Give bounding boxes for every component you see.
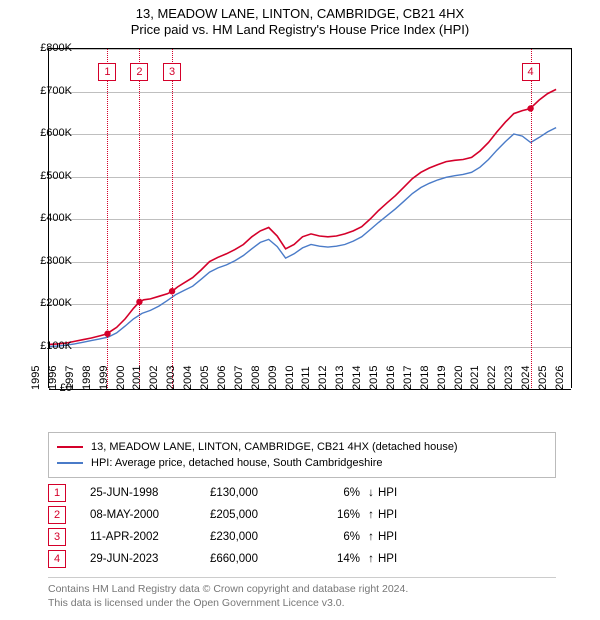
event-marker-box: 1 (98, 63, 116, 81)
x-axis-label: 2025 (537, 366, 549, 390)
legend-label: 13, MEADOW LANE, LINTON, CAMBRIDGE, CB21… (91, 441, 458, 453)
x-axis-label: 2012 (317, 366, 329, 390)
x-axis-label: 1998 (81, 366, 93, 390)
x-axis-label: 2022 (486, 366, 498, 390)
x-axis-label: 2007 (233, 366, 245, 390)
footer: Contains HM Land Registry data © Crown c… (48, 577, 556, 610)
title-line-1: 13, MEADOW LANE, LINTON, CAMBRIDGE, CB21… (0, 6, 600, 22)
x-axis-label: 2006 (216, 366, 228, 390)
event-row: 4 29-JUN-2023£660,00014%↑HPI (48, 548, 556, 570)
price-chart: 123 4 (48, 48, 572, 388)
event-price: £660,000 (210, 553, 320, 565)
legend-item: 13, MEADOW LANE, LINTON, CAMBRIDGE, CB21… (57, 439, 547, 455)
x-axis-label: 2023 (503, 366, 515, 390)
x-axis-label: 1995 (30, 366, 42, 390)
x-axis-label: 2000 (115, 366, 127, 390)
x-axis-label: 2020 (453, 366, 465, 390)
event-marker-line (139, 49, 140, 388)
event-marker-line (172, 49, 173, 388)
footer-line-2: This data is licensed under the Open Gov… (48, 596, 556, 610)
event-price: £230,000 (210, 531, 320, 543)
footer-line-1: Contains HM Land Registry data © Crown c… (48, 582, 556, 596)
event-id-box: 4 (48, 550, 66, 568)
event-hpi-label: HPI (378, 487, 397, 499)
x-axis-label: 2013 (334, 366, 346, 390)
x-axis-label: 1999 (98, 366, 110, 390)
x-axis-label: 2014 (351, 366, 363, 390)
event-table: 125-JUN-1998£130,0006%↓HPI208-MAY-2000£2… (48, 482, 556, 570)
arrow-icon: ↑ (364, 553, 378, 565)
x-axis-label: 2017 (402, 366, 414, 390)
event-marker-box: 4 (522, 63, 540, 81)
y-axis-label: £500K (28, 170, 72, 182)
x-axis-label: 2008 (250, 366, 262, 390)
event-price: £205,000 (210, 509, 320, 521)
y-axis-label: £600K (28, 127, 72, 139)
x-axis-label: 2003 (165, 366, 177, 390)
x-axis-label: 2016 (385, 366, 397, 390)
event-price: £130,000 (210, 487, 320, 499)
x-axis-label: 2002 (148, 366, 160, 390)
event-marker-box: 3 (163, 63, 181, 81)
x-axis-label: 2001 (131, 366, 143, 390)
x-axis-label: 2010 (284, 366, 296, 390)
series-line (49, 89, 556, 344)
event-row: 3 11-APR-2002£230,0006%↑HPI (48, 526, 556, 548)
x-axis-label: 2019 (436, 366, 448, 390)
event-pct: 14% (320, 553, 364, 565)
x-axis-label: 2024 (520, 366, 532, 390)
x-axis-label: 2005 (199, 366, 211, 390)
arrow-icon: ↑ (364, 531, 378, 543)
event-date: 25-JUN-1998 (90, 487, 210, 499)
event-date: 08-MAY-2000 (90, 509, 210, 521)
legend-item: HPI: Average price, detached house, Sout… (57, 455, 547, 471)
event-hpi-label: HPI (378, 553, 397, 565)
event-id-box: 3 (48, 528, 66, 546)
y-axis-label: £300K (28, 255, 72, 267)
event-pct: 6% (320, 487, 364, 499)
x-axis-label: 2009 (267, 366, 279, 390)
y-axis-label: £400K (28, 212, 72, 224)
legend: 13, MEADOW LANE, LINTON, CAMBRIDGE, CB21… (48, 432, 556, 478)
x-axis-label: 2011 (300, 366, 312, 390)
x-axis-label: 2026 (554, 366, 566, 390)
legend-swatch (57, 462, 83, 464)
arrow-icon: ↑ (364, 509, 378, 521)
x-axis-label: 2004 (182, 366, 194, 390)
title-line-2: Price paid vs. HM Land Registry's House … (0, 22, 600, 38)
event-row: 1 25-JUN-1998£130,0006%↓HPI (48, 482, 556, 504)
event-marker-box: 2 (130, 63, 148, 81)
event-pct: 16% (320, 509, 364, 521)
y-axis-label: £800K (28, 42, 72, 54)
x-axis-label: 2021 (469, 366, 481, 390)
y-axis-label: £200K (28, 297, 72, 309)
event-row: 2 08-MAY-2000£205,00016%↑HPI (48, 504, 556, 526)
event-date: 11-APR-2002 (90, 531, 210, 543)
event-hpi-label: HPI (378, 531, 397, 543)
y-axis-label: £100K (28, 340, 72, 352)
event-hpi-label: HPI (378, 509, 397, 521)
event-marker-line (531, 49, 532, 388)
event-marker-line (107, 49, 108, 388)
event-pct: 6% (320, 531, 364, 543)
event-id-box: 2 (48, 506, 66, 524)
arrow-icon: ↓ (364, 487, 378, 499)
event-date: 29-JUN-2023 (90, 553, 210, 565)
x-axis-label: 1997 (64, 366, 76, 390)
legend-swatch (57, 446, 83, 448)
chart-title-block: 13, MEADOW LANE, LINTON, CAMBRIDGE, CB21… (0, 0, 600, 39)
legend-label: HPI: Average price, detached house, Sout… (91, 457, 382, 469)
x-axis-label: 1996 (47, 366, 59, 390)
y-axis-label: £700K (28, 85, 72, 97)
x-axis-label: 2018 (419, 366, 431, 390)
event-id-box: 1 (48, 484, 66, 502)
x-axis-label: 2015 (368, 366, 380, 390)
chart-lines (49, 49, 573, 389)
